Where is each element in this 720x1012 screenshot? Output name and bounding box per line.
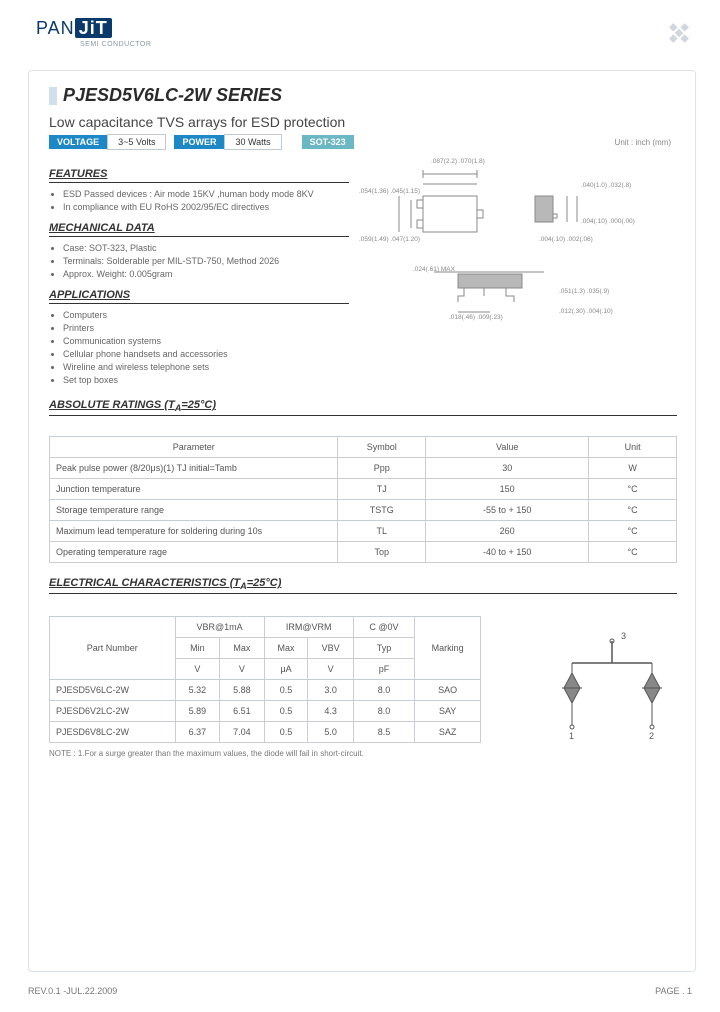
page-number: PAGE . 1	[655, 986, 692, 996]
dim-label: .004(.10) .002(.06)	[539, 236, 593, 243]
dim-label: .087(2.2) .070(1.8)	[431, 158, 485, 165]
datasheet-page: PJESD5V6LC-2W SERIES Low capacitance TVS…	[28, 70, 696, 972]
list-item: Communication systems	[63, 336, 349, 346]
list-item: In compliance with EU RoHS 2002/95/EC di…	[63, 202, 349, 212]
dim-label: .054(1.36) .045(1.15)	[359, 188, 420, 195]
list-item: Wireline and wireless telephone sets	[63, 362, 349, 372]
dim-label: .040(1.0) .032(.8)	[581, 182, 631, 189]
page-footer: REV.0.1 -JUL.22.2009 PAGE . 1	[28, 986, 692, 996]
apps-list: Computers Printers Communication systems…	[49, 310, 349, 385]
list-item: Case: SOT-323, Plastic	[63, 243, 349, 253]
table-header: VBR@1mA	[175, 617, 264, 638]
package-top-view-icon	[409, 168, 499, 253]
unit-note: Unit : inch (mm)	[609, 136, 677, 149]
mech-list: Case: SOT-323, Plastic Terminals: Solder…	[49, 243, 349, 279]
dim-label: .012(.30) .004(.10)	[559, 308, 613, 315]
dim-label: .051(1.3) .035(.9)	[559, 288, 609, 295]
table-row: Peak pulse power (8/20μs)(1) TJ initial=…	[50, 458, 677, 479]
table-row: Part Number VBR@1mA IRM@VRM C @0V Markin…	[50, 617, 481, 638]
table-row: Maximum lead temperature for soldering d…	[50, 521, 677, 542]
power-value: 30 Watts	[224, 134, 281, 150]
dim-label: .018(.46) .009(.23)	[449, 314, 503, 321]
table-row: Storage temperature rangeTSTG-55 to + 15…	[50, 500, 677, 521]
table-row: PJESD6V8LC-2W6.377.040.55.08.5SAZ	[50, 722, 481, 743]
pin-label: 3	[621, 631, 626, 641]
pin-label: 1	[569, 731, 574, 741]
list-item: Printers	[63, 323, 349, 333]
table-row: Operating temperature rageTop-40 to + 15…	[50, 542, 677, 563]
voltage-label: VOLTAGE	[49, 135, 107, 149]
elec-char-table: Part Number VBR@1mA IRM@VRM C @0V Markin…	[49, 616, 481, 743]
list-item: Set top boxes	[63, 375, 349, 385]
list-item: ESD Passed devices : Air mode 15KV ,huma…	[63, 189, 349, 199]
brand-logo: PANJiT SEMI CONDUCTOR	[36, 18, 151, 48]
voltage-value: 3~5 Volts	[107, 134, 166, 150]
package-front-view-icon	[434, 270, 554, 320]
logo-subtext: SEMI CONDUCTOR	[80, 41, 151, 48]
diode-schematic-icon	[547, 633, 677, 743]
pin-label: 2	[649, 731, 654, 741]
features-list: ESD Passed devices : Air mode 15KV ,huma…	[49, 189, 349, 212]
dim-label: .059(1.49) .047(1.20)	[359, 236, 420, 243]
mech-heading: MECHANICAL DATA	[49, 222, 349, 237]
abs-ratings-table: Parameter Symbol Value Unit Peak pulse p…	[49, 436, 677, 563]
power-label: POWER	[174, 135, 224, 149]
table-header: Unit	[589, 437, 677, 458]
package-label: SOT-323	[302, 135, 354, 149]
table-row: Junction temperatureTJ150°C	[50, 479, 677, 500]
table-header: Parameter	[50, 437, 338, 458]
table-header: Value	[426, 437, 589, 458]
dim-label: .024(.61) MAX	[413, 266, 455, 273]
footnote: NOTE : 1.For a surge greater than the ma…	[49, 749, 677, 758]
title-accent	[49, 87, 57, 105]
table-row: PJESD5V6LC-2W5.325.880.53.08.0SAO	[50, 680, 481, 701]
table-row: PJESD6V2LC-2W5.896.510.54.38.0SAY	[50, 701, 481, 722]
list-item: Approx. Weight: 0.005gram	[63, 269, 349, 279]
features-heading: FEATURES	[49, 168, 349, 183]
package-side-view-icon	[529, 186, 589, 236]
page-subtitle: Low capacitance TVS arrays for ESD prote…	[49, 114, 677, 130]
schematic-diagram: 3 1 2	[547, 633, 677, 743]
left-column: FEATURES ESD Passed devices : Air mode 1…	[49, 158, 349, 389]
abs-ratings-heading: ABSOLUTE RATINGS (TA=25°C)	[49, 399, 677, 416]
list-item: Terminals: Solderable per MIL-STD-750, M…	[63, 256, 349, 266]
elec-char-heading: ELECTRICAL CHARACTERISTICS (TA=25°C)	[49, 577, 677, 594]
table-header: IRM@VRM	[264, 617, 353, 638]
apps-heading: APPLICATIONS	[49, 289, 349, 304]
table-header: C @0V	[353, 617, 415, 638]
list-item: Computers	[63, 310, 349, 320]
table-header: Marking	[415, 617, 481, 680]
table-row: Parameter Symbol Value Unit	[50, 437, 677, 458]
package-diagram: .087(2.2) .070(1.8) .054(1.36) .045(1.15…	[359, 158, 677, 358]
table-header: Symbol	[338, 437, 426, 458]
list-item: Cellular phone handsets and accessories	[63, 349, 349, 359]
decorative-dots	[663, 17, 694, 48]
page-title: PJESD5V6LC-2W SERIES	[63, 85, 282, 106]
table-header: Part Number	[50, 617, 176, 680]
title-row: PJESD5V6LC-2W SERIES	[49, 85, 677, 106]
revision-text: REV.0.1 -JUL.22.2009	[28, 986, 117, 996]
logo-text-jit: JiT	[75, 18, 112, 38]
dim-label: .004(.10) .000(.00)	[581, 218, 635, 225]
logo-text-pan: PAN	[36, 18, 75, 38]
spec-row: VOLTAGE 3~5 Volts POWER 30 Watts SOT-323…	[49, 134, 677, 150]
